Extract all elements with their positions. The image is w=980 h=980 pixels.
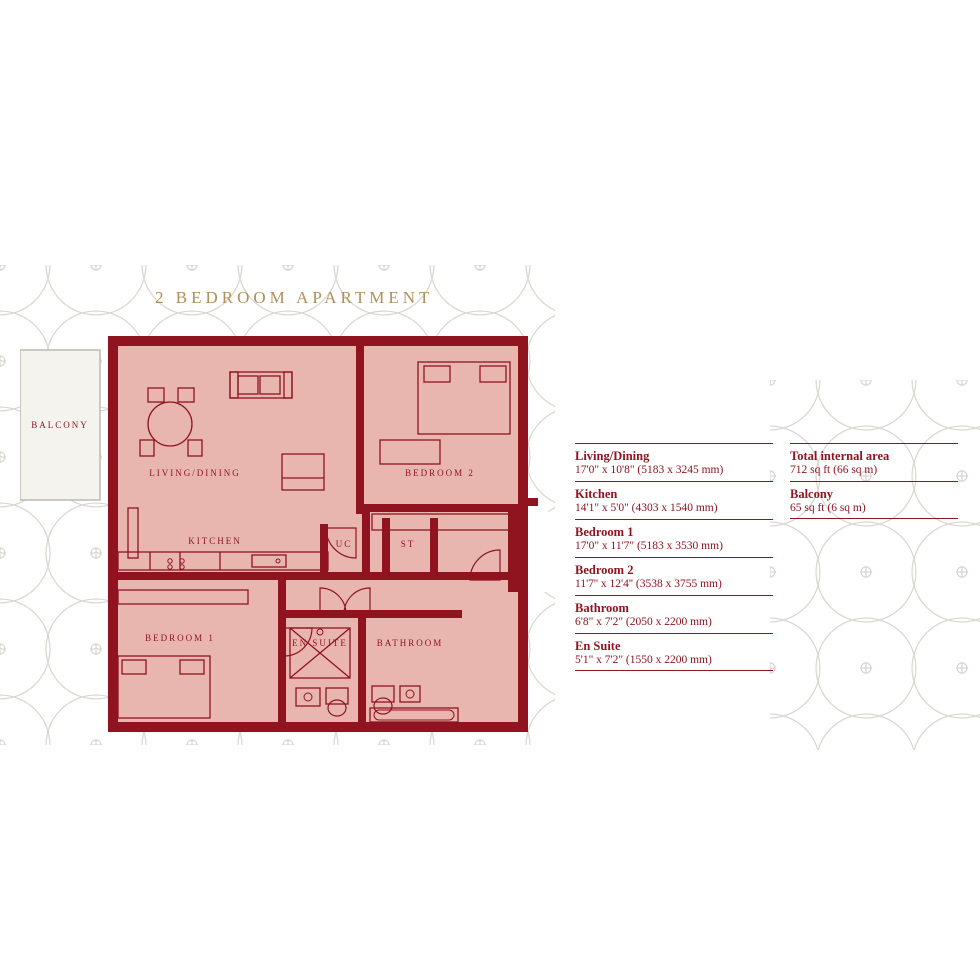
spec-row: Kitchen14'1" x 5'0" (4303 x 1540 mm) <box>575 481 773 519</box>
spec-room-name: En Suite <box>575 639 773 654</box>
room-labels: BALCONY LIVING/DINING KITCHEN UC ST BEDROOM 2… <box>20 328 555 740</box>
spec-row: Bedroom 211'7'' x 12'4'' (3538 x 3755 mm… <box>575 557 773 595</box>
spec-row: Living/Dining17'0" x 10'8" (5183 x 3245 … <box>575 443 773 481</box>
spec-row: Total internal area712 sq ft (66 sq m) <box>790 443 958 481</box>
spec-room-name: Balcony <box>790 487 958 502</box>
room-label: EN SUITE <box>292 638 348 648</box>
apartment-title: 2 BEDROOM APARTMENT <box>155 288 433 308</box>
spec-room-name: Bedroom 2 <box>575 563 773 578</box>
room-label: BATHROOM <box>377 638 444 648</box>
floorplan-sheet: 2 BEDROOM APARTMENT BALCONY LIVING/DINING… <box>0 0 980 980</box>
spec-room-dim: 6'8" x 7'2" (2050 x 2200 mm) <box>575 616 773 628</box>
spec-room-dim: 17'0" x 10'8" (5183 x 3245 mm) <box>575 464 773 476</box>
spec-room-dim: 11'7'' x 12'4'' (3538 x 3755 mm) <box>575 578 773 590</box>
spec-row: Bathroom6'8" x 7'2" (2050 x 2200 mm) <box>575 595 773 633</box>
spec-room-dim: 17'0" x 11'7" (5183 x 3530 mm) <box>575 540 773 552</box>
spec-room-dim: 65 sq ft (6 sq m) <box>790 502 958 514</box>
spec-room-name: Total internal area <box>790 449 958 464</box>
room-label: ST <box>401 539 416 549</box>
spec-table-rooms: Living/Dining17'0" x 10'8" (5183 x 3245 … <box>575 443 773 671</box>
room-label: BEDROOM 2 <box>405 468 475 478</box>
spec-row: Balcony65 sq ft (6 sq m) <box>790 481 958 519</box>
spec-table-totals: Total internal area712 sq ft (66 sq m)Ba… <box>790 443 958 519</box>
pattern-panel-right <box>770 380 980 750</box>
spec-row: Bedroom 117'0" x 11'7" (5183 x 3530 mm) <box>575 519 773 557</box>
room-label: BALCONY <box>31 420 89 430</box>
spec-room-name: Kitchen <box>575 487 773 502</box>
spec-row: En Suite5'1" x 7'2" (1550 x 2200 mm) <box>575 633 773 671</box>
spec-room-name: Living/Dining <box>575 449 773 464</box>
spec-room-name: Bedroom 1 <box>575 525 773 540</box>
spec-room-dim: 712 sq ft (66 sq m) <box>790 464 958 476</box>
spec-room-dim: 5'1" x 7'2" (1550 x 2200 mm) <box>575 654 773 666</box>
spec-room-dim: 14'1" x 5'0" (4303 x 1540 mm) <box>575 502 773 514</box>
room-label: BEDROOM 1 <box>145 633 215 643</box>
room-label: UC <box>336 539 353 549</box>
room-label: LIVING/DINING <box>149 468 240 478</box>
room-label: KITCHEN <box>188 536 242 546</box>
spec-room-name: Bathroom <box>575 601 773 616</box>
